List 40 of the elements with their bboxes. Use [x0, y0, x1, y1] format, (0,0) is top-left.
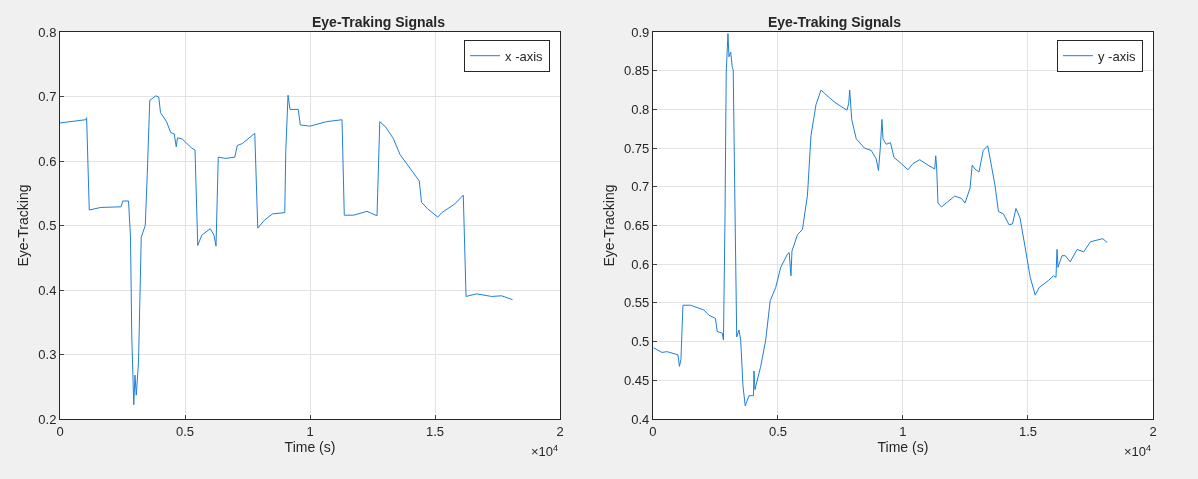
- y-tick-label: 0.5: [38, 218, 57, 234]
- x-tick-label: 1.5: [426, 423, 445, 439]
- y-tick-label: 0.6: [38, 153, 57, 169]
- legend-label: x -axis: [505, 48, 544, 64]
- y-axis-title: Eye-Tracking: [14, 184, 31, 267]
- x-axis-title: Time (s): [284, 438, 336, 455]
- y-tick-label: 0.5: [631, 334, 650, 350]
- x-tick-label: 0.5: [175, 423, 195, 439]
- chart-title: Eye-Traking Signals: [312, 14, 446, 30]
- y-tick-label: 0.8: [631, 101, 650, 117]
- x-tick-label: 2: [1149, 423, 1157, 439]
- y-tick-label: 0.45: [624, 372, 650, 388]
- y-tick-label: 0.3: [38, 347, 57, 363]
- line-series: [60, 94, 514, 406]
- y-tick-label: 0.85: [624, 63, 650, 79]
- y-tick-label: 0.7: [38, 89, 57, 105]
- y-tick-label: 0.75: [624, 140, 650, 156]
- x-tick-label: 0: [649, 423, 657, 439]
- text: ×10$^{4}$: [531, 443, 559, 460]
- y-tick-label: 0.4: [631, 411, 650, 427]
- y-axis-title: Eye-Tracking: [600, 184, 617, 267]
- x-tick-label: 1.5: [1018, 423, 1038, 439]
- text: ×10$^{4}$: [1124, 443, 1152, 460]
- y-tick-label: 0.6: [631, 256, 650, 272]
- y-tick-label: 0.4: [38, 282, 57, 298]
- y-tick-label: 0.7: [631, 179, 650, 195]
- x-tick-label: 0: [56, 423, 64, 439]
- y-tick-label: 0.65: [624, 218, 650, 234]
- line-series: [653, 33, 1108, 407]
- chart-title: Eye-Traking Signals: [768, 14, 902, 30]
- x-axis-title: Time (s): [877, 438, 929, 455]
- y-tick-label: 0.9: [631, 24, 650, 40]
- y-tick-label: 0.55: [624, 295, 650, 311]
- y-tick-label: 0.8: [38, 24, 57, 40]
- x-tick-label: 0.5: [768, 423, 787, 439]
- x-tick-label: 1: [899, 423, 907, 439]
- legend-label: y -axis: [1098, 48, 1137, 64]
- x-tick-label: 2: [556, 423, 564, 439]
- x-tick-label: 1: [306, 423, 314, 439]
- y-tick-label: 0.2: [38, 411, 57, 427]
